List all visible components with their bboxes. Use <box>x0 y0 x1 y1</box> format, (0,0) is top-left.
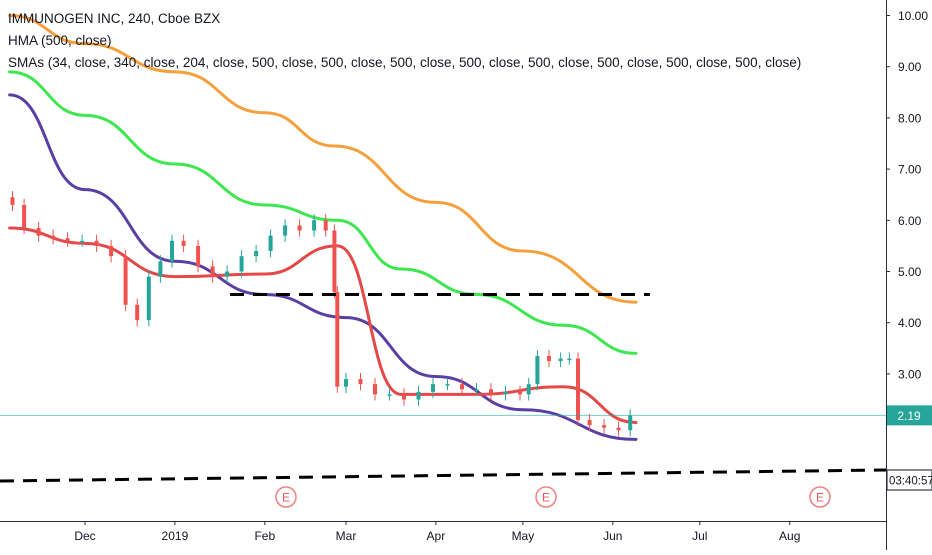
candle-body <box>10 197 15 205</box>
candle-body <box>445 384 450 386</box>
hma-legend[interactable]: HMA (500, close) <box>8 33 112 48</box>
earnings-marker-circle <box>535 486 557 508</box>
candle-body <box>373 384 377 395</box>
candle-body <box>297 225 302 231</box>
candle-body <box>558 358 563 362</box>
candle-body <box>94 240 99 246</box>
candle-body <box>332 230 337 292</box>
candle-body <box>323 220 328 231</box>
candle-body <box>181 240 186 246</box>
candle-body <box>344 379 348 387</box>
support-dashed-line <box>0 468 887 483</box>
earnings-marker-circle <box>275 486 297 508</box>
x-tick-label: 2019 <box>162 529 189 543</box>
candle-body <box>51 235 56 239</box>
x-tick-label: Mar <box>336 529 357 543</box>
earnings-marker-label: E <box>282 491 290 505</box>
earnings-marker[interactable]: E <box>275 486 297 508</box>
y-tick-label: 8.00 <box>898 111 922 125</box>
sma-204-line <box>8 14 638 304</box>
hma-500-line <box>8 93 638 441</box>
sma-340-line <box>8 70 638 355</box>
smas-legend[interactable]: SMAs (34, close, 340, close, 204, close,… <box>8 55 802 70</box>
candle-body <box>268 235 273 252</box>
candle-body <box>431 384 435 392</box>
candle-body <box>254 251 259 257</box>
last-price-text: 2.19 <box>897 409 921 423</box>
candle-body <box>518 391 522 395</box>
candle-body <box>239 256 244 272</box>
earnings-marker[interactable]: E <box>809 486 831 508</box>
price-scale-border <box>886 0 887 550</box>
x-tick-label: Aug <box>779 529 800 543</box>
earnings-marker-circle <box>809 486 831 508</box>
candle-body <box>460 384 464 390</box>
candle-body <box>576 358 580 420</box>
candle-body <box>587 419 592 426</box>
candle-body <box>196 245 201 267</box>
candle-body <box>474 389 479 391</box>
sma-34-line <box>8 226 638 425</box>
candle-body <box>170 240 174 262</box>
candle-body <box>123 256 128 305</box>
candle-body <box>535 355 540 385</box>
y-tick-label: 9.00 <box>898 60 922 74</box>
y-tick-label: 6.00 <box>898 214 922 228</box>
earnings-marker-label: E <box>542 491 550 505</box>
candle-body <box>602 425 607 428</box>
earnings-marker-label: E <box>816 491 824 505</box>
earnings-marker[interactable]: E <box>535 486 557 508</box>
candle-body <box>402 394 406 400</box>
candle-body <box>628 415 633 431</box>
candle-body <box>567 358 572 361</box>
chart-legend: IMMUNOGEN INC, 240, Cboe BZX HMA (500, c… <box>8 8 801 74</box>
candle-body <box>210 266 215 277</box>
time-scale-border <box>0 521 886 522</box>
x-tick-label: Jun <box>603 529 622 543</box>
candle-body <box>312 220 317 231</box>
candle-body <box>158 261 163 277</box>
x-tick-label: Feb <box>254 529 275 543</box>
candle-body <box>36 227 41 236</box>
y-tick-label: 10.00 <box>898 9 928 23</box>
candle-body <box>283 225 288 236</box>
candle-body <box>489 389 493 395</box>
candle-body <box>146 276 151 321</box>
countdown-tag <box>886 469 932 491</box>
candle-body <box>616 427 621 431</box>
candle-body <box>65 238 70 241</box>
candle-body <box>526 384 531 395</box>
candle-body <box>416 391 421 400</box>
candle-body <box>387 394 392 396</box>
candle-body <box>22 204 27 228</box>
x-tick-label: Jul <box>692 529 707 543</box>
candle-body <box>358 379 363 385</box>
y-tick-label: 3.00 <box>898 367 922 381</box>
y-tick-label: 4.00 <box>898 316 922 330</box>
candle-body <box>503 391 508 395</box>
symbol-legend[interactable]: IMMUNOGEN INC, 240, Cboe BZX <box>8 11 221 26</box>
candle-body <box>225 271 230 277</box>
candle-body <box>109 245 114 257</box>
candle-body <box>335 291 340 387</box>
candle-body <box>80 240 85 243</box>
y-tick-label: 7.00 <box>898 163 922 177</box>
candle-body <box>547 355 551 362</box>
y-tick-label: 5.00 <box>898 265 922 279</box>
x-tick-label: May <box>512 529 535 543</box>
last-price-tag <box>887 405 932 426</box>
x-tick-label: Apr <box>427 529 446 543</box>
countdown-text: 03:40:57 <box>889 476 932 488</box>
candle-body <box>135 304 140 321</box>
x-tick-label: Dec <box>74 529 95 543</box>
